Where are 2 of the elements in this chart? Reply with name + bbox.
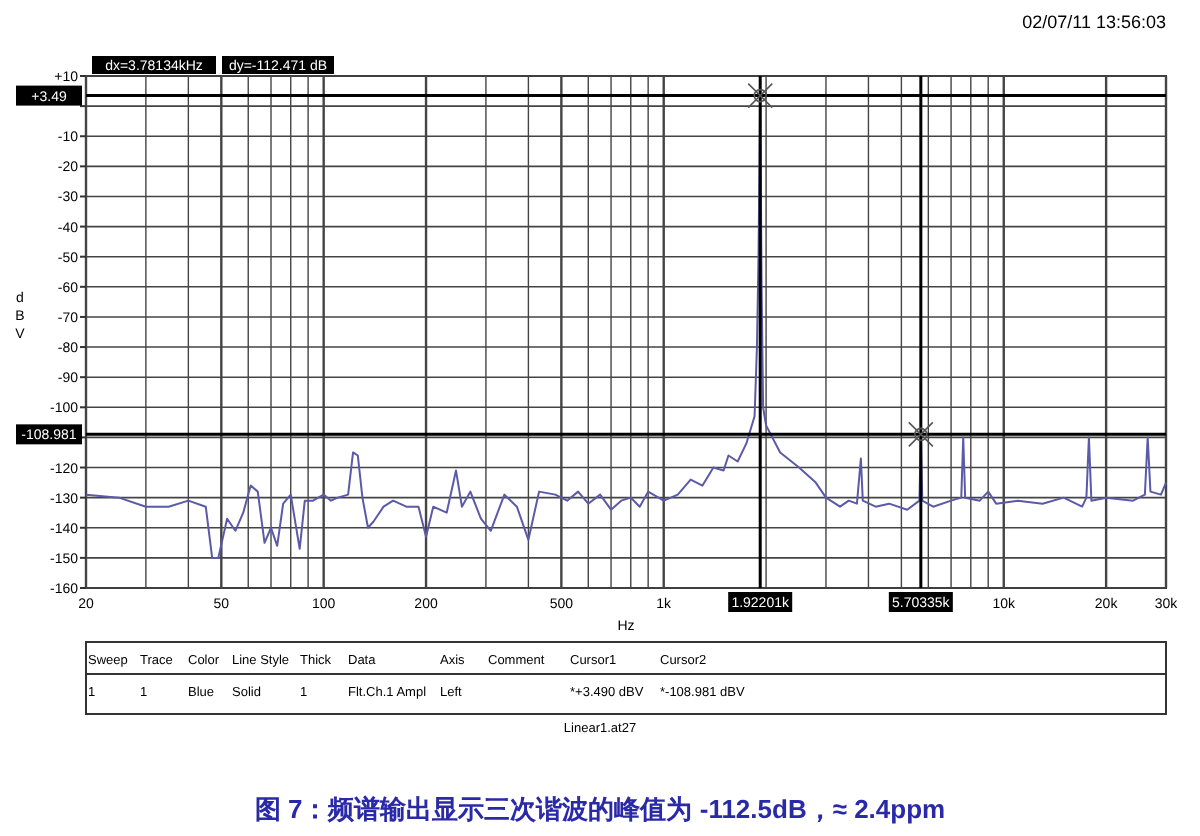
text: 02/07/11 13:56:03 [1022,12,1166,32]
caption: 图 7：频谱输出显示三次谐波的峰值为 -112.5dB，≈ 2.4ppm [254,794,946,824]
